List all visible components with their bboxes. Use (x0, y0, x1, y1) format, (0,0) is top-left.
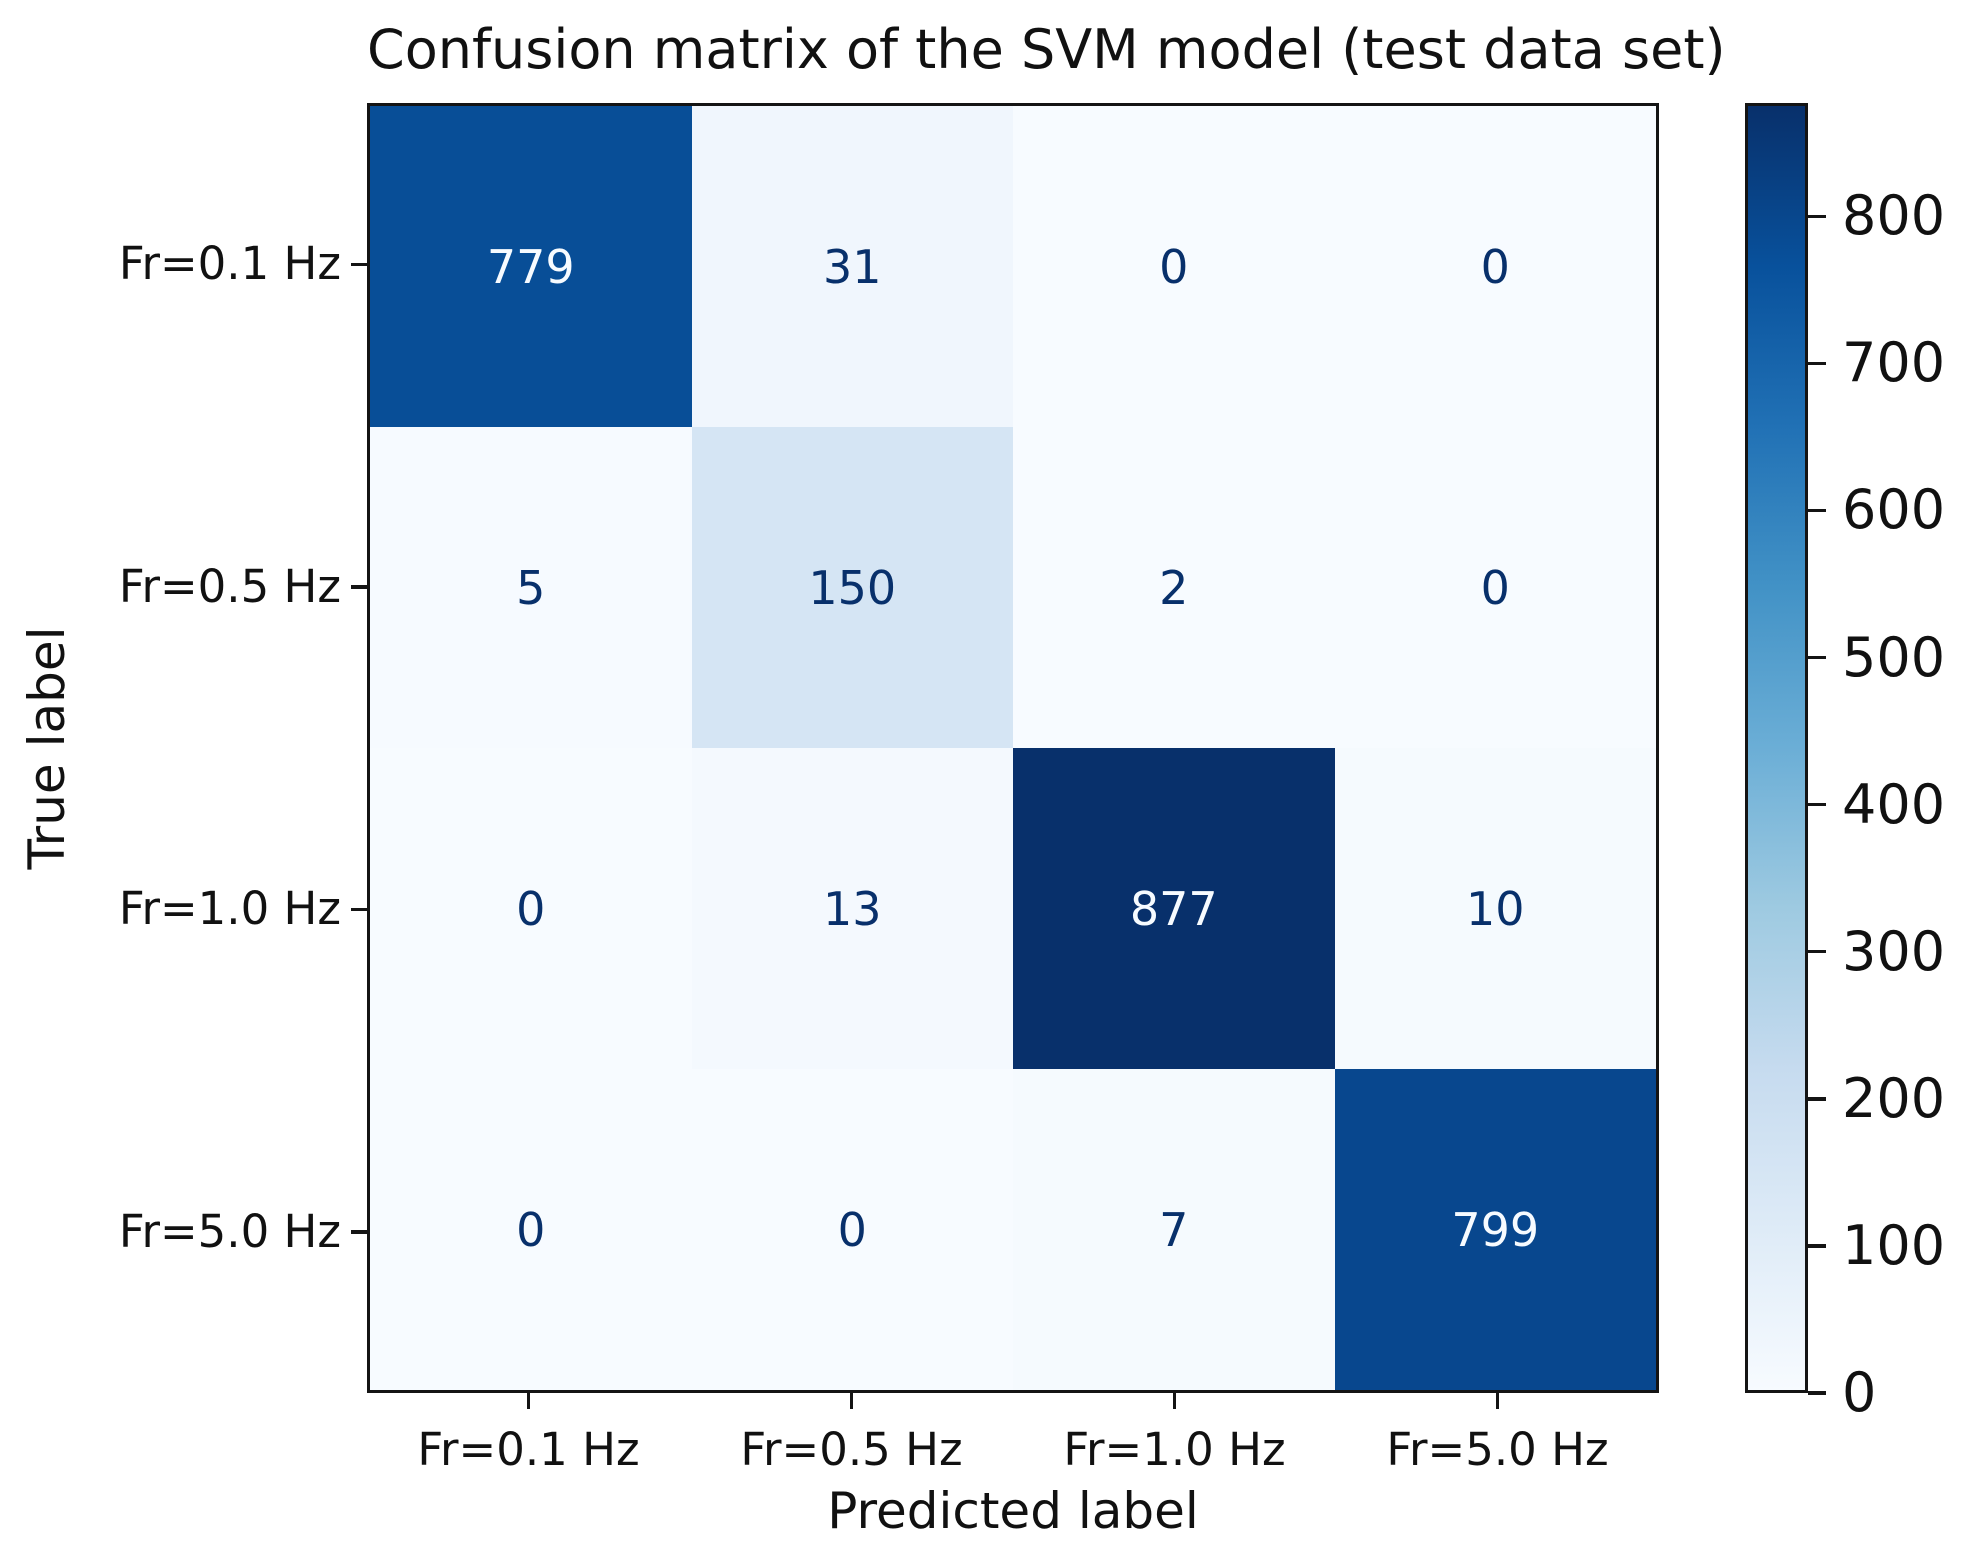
heatmap-cell-r3c1: 0 (691, 1069, 1013, 1390)
heatmap-cell-r3c3: 799 (1334, 1069, 1656, 1390)
y-tickmark (351, 262, 367, 266)
colorbar-tick-label: 600 (1842, 478, 1946, 542)
colorbar-tick-label: 300 (1842, 919, 1946, 983)
colorbar-tick-label: 400 (1842, 772, 1946, 836)
heatmap-cell-r0c0: 779 (370, 106, 692, 427)
colorbar-tickmark (1808, 1391, 1826, 1395)
x-tickmark (849, 1393, 854, 1409)
colorbar-tickmark (1808, 655, 1826, 660)
heatmap-cell-r0c2: 0 (1013, 106, 1335, 427)
colorbar-tickmark (1808, 1244, 1826, 1248)
heatmap-cell-r2c0: 0 (370, 748, 692, 1069)
x-tick-label: Fr=0.5 Hz (740, 1423, 963, 1476)
colorbar-tickmark (1808, 949, 1826, 954)
colorbar-tick-label: 200 (1842, 1066, 1946, 1130)
x-tickmark (526, 1393, 531, 1409)
y-tick-label: Fr=1.0 Hz (118, 882, 341, 936)
heatmap-cell-r1c0: 5 (370, 427, 692, 748)
y-tickmark (351, 907, 367, 911)
y-axis-label: True label (18, 626, 76, 870)
heatmap-cell-r3c2: 7 (1013, 1069, 1335, 1390)
heatmap-cell-r0c3: 0 (1334, 106, 1656, 427)
heatmap-cell-r1c3: 0 (1334, 427, 1656, 748)
y-tick-label: Fr=5.0 Hz (118, 1204, 341, 1258)
heatmap-grid: 779 31 0 0 5 150 2 0 0 13 877 10 0 0 7 799 (367, 103, 1659, 1393)
y-tick-label: Fr=0.5 Hz (118, 559, 341, 613)
y-tickmark (351, 1230, 367, 1234)
x-tick-label: Fr=1.0 Hz (1063, 1423, 1286, 1476)
heatmap-cell-r2c3: 10 (1334, 748, 1656, 1069)
colorbar-tickmark (1808, 214, 1826, 218)
chart-title: Confusion matrix of the SVM model (test … (367, 18, 1726, 81)
colorbar-tick-label: 100 (1842, 1213, 1946, 1277)
colorbar-tick-label: 0 (1842, 1361, 1877, 1424)
colorbar-tick-label: 700 (1842, 331, 1946, 395)
colorbar-tickmark (1808, 1097, 1826, 1101)
colorbar-tickmark (1808, 802, 1826, 807)
y-tick-label: Fr=0.1 Hz (118, 237, 341, 291)
heatmap-cell-r0c1: 31 (691, 106, 1013, 427)
x-tick-label: Fr=5.0 Hz (1386, 1423, 1609, 1476)
heatmap-cell-r1c1: 150 (691, 427, 1013, 748)
heatmap-cell-r2c2: 877 (1013, 748, 1335, 1069)
y-tickmark (351, 585, 367, 589)
x-axis-label: Predicted label (827, 1482, 1199, 1540)
colorbar-tick-label: 500 (1842, 625, 1946, 689)
x-tickmark (1495, 1393, 1500, 1409)
colorbar-tick-label: 800 (1842, 184, 1946, 248)
heatmap-cell-r1c2: 2 (1013, 427, 1335, 748)
colorbar-tickmark (1808, 508, 1826, 513)
heatmap-cell-r3c0: 0 (370, 1069, 692, 1390)
x-tick-label: Fr=0.1 Hz (417, 1423, 640, 1476)
x-tickmark (1172, 1393, 1177, 1409)
heatmap-cell-r2c1: 13 (691, 748, 1013, 1069)
colorbar (1745, 103, 1808, 1393)
colorbar-tickmark (1808, 361, 1826, 366)
